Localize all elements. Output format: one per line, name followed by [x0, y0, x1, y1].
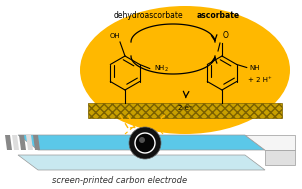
- Polygon shape: [265, 150, 295, 165]
- Ellipse shape: [80, 6, 290, 134]
- Polygon shape: [245, 135, 295, 150]
- Text: screen-printed carbon electrode: screen-printed carbon electrode: [53, 176, 188, 185]
- Circle shape: [129, 127, 161, 159]
- Polygon shape: [18, 135, 265, 150]
- Polygon shape: [18, 155, 265, 170]
- Text: NH: NH: [250, 66, 260, 71]
- Circle shape: [135, 133, 155, 153]
- Text: dehydroascorbate: dehydroascorbate: [113, 11, 183, 20]
- Polygon shape: [88, 103, 282, 118]
- Text: NH$_2$: NH$_2$: [154, 64, 169, 74]
- Text: ascorbate: ascorbate: [196, 11, 239, 20]
- Polygon shape: [19, 135, 26, 150]
- Text: + 2 H⁺: + 2 H⁺: [248, 77, 272, 83]
- Polygon shape: [26, 135, 33, 150]
- Circle shape: [139, 137, 145, 143]
- Text: OH: OH: [110, 33, 120, 39]
- Polygon shape: [5, 135, 12, 150]
- Polygon shape: [12, 135, 19, 150]
- Text: 2 e⁻: 2 e⁻: [178, 105, 192, 111]
- Text: O: O: [223, 31, 229, 40]
- Polygon shape: [33, 135, 40, 150]
